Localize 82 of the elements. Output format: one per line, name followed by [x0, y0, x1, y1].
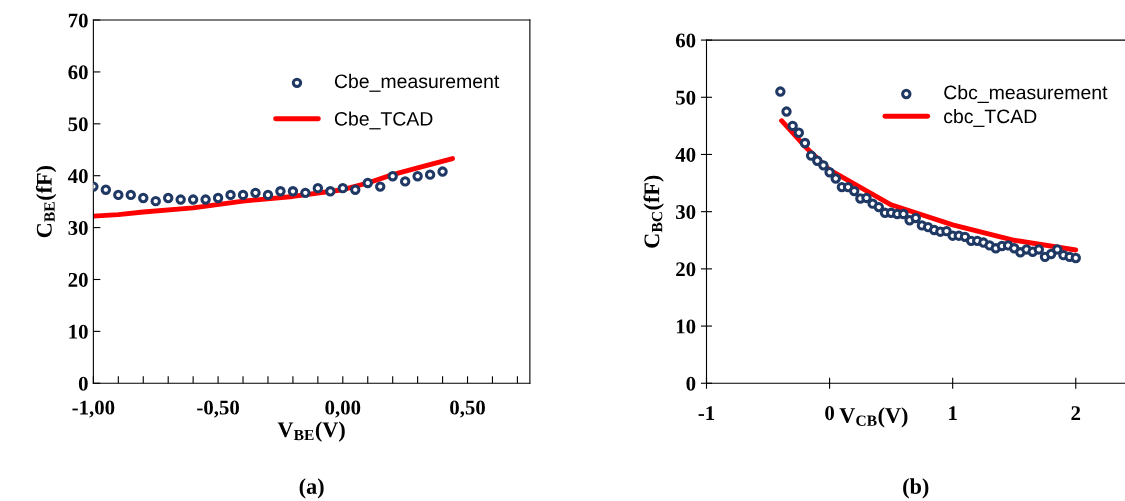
- point: [781, 106, 792, 117]
- y-tick-label: 70: [68, 13, 88, 28]
- x-tick-label: 0,50: [450, 400, 485, 418]
- point: [1033, 244, 1045, 255]
- x-tick-label: -1: [698, 406, 715, 420]
- y-tick-label: 50: [68, 117, 88, 132]
- text: (a): [299, 478, 324, 499]
- point: [387, 171, 398, 182]
- point: [200, 194, 211, 205]
- y-tick-label: 20: [68, 272, 88, 287]
- point: [100, 184, 112, 195]
- y-tick-label: 20: [676, 262, 696, 277]
- point: [212, 192, 224, 204]
- point: [325, 186, 336, 197]
- point: [312, 182, 324, 194]
- point: [350, 184, 361, 195]
- point: [337, 182, 349, 194]
- x-tick-label: -0,50: [197, 400, 239, 418]
- point: [237, 189, 249, 201]
- legend-label: Cbe_measurement: [334, 73, 500, 92]
- y-tick-label: 10: [676, 319, 696, 334]
- point: [793, 127, 805, 138]
- point: [300, 187, 311, 199]
- legend-label: Cbc_measurement: [944, 85, 1108, 103]
- point: [138, 192, 149, 204]
- x-tick-label: 0,00: [325, 400, 361, 418]
- point: [799, 137, 811, 149]
- point: [412, 171, 423, 182]
- y-tick-label: 40: [67, 169, 88, 184]
- legend-label: Cbe_TCAD: [334, 111, 433, 130]
- point: [175, 194, 186, 205]
- point: [424, 169, 436, 180]
- point: [861, 192, 872, 204]
- y-tick-label: 10: [69, 324, 88, 339]
- point: [775, 86, 786, 97]
- point: [150, 195, 161, 207]
- point: [375, 181, 386, 192]
- y-tick-label: 30: [676, 205, 696, 220]
- y-tick-label: 60: [675, 33, 696, 48]
- y-tick-label: 30: [68, 220, 88, 236]
- point: [125, 189, 136, 201]
- x-axis-title: V$_{BE}$(V): [277, 421, 345, 442]
- point: [1070, 252, 1081, 264]
- point: [1052, 244, 1063, 255]
- point: [910, 212, 921, 224]
- point: [262, 189, 274, 201]
- point: [275, 186, 286, 197]
- point: [113, 189, 124, 201]
- point: [849, 185, 860, 197]
- text: (b): [903, 478, 929, 499]
- y-tick-label: 60: [68, 65, 88, 80]
- point: [287, 186, 299, 197]
- point: [362, 177, 373, 189]
- x-axis-title: V$_{CB}$(V): [839, 407, 908, 428]
- x-tick-label: 0: [825, 406, 834, 421]
- point: [818, 160, 829, 171]
- x-tick-label: -1,00: [72, 400, 115, 418]
- point: [437, 166, 448, 177]
- point: [873, 201, 885, 213]
- y-axis-title: C$_{BC}$(fF): [643, 175, 664, 248]
- point: [830, 173, 841, 184]
- x-tick-label: 1: [949, 406, 957, 420]
- point: [399, 176, 411, 187]
- y-tick-label: 40: [675, 147, 696, 162]
- point: [812, 155, 823, 166]
- line-series: [93, 156, 455, 219]
- legend-label: cbc_TCAD: [944, 108, 1037, 127]
- x-tick-label: 2: [1071, 406, 1081, 420]
- point: [1045, 248, 1057, 260]
- point: [187, 194, 199, 205]
- point: [824, 167, 835, 178]
- point: [250, 187, 261, 199]
- point: [941, 225, 952, 237]
- point: [805, 150, 817, 161]
- y-tick-label: 50: [676, 90, 696, 105]
- point: [225, 189, 236, 201]
- point: [163, 192, 174, 204]
- point: [787, 120, 798, 132]
- y-tick-label: 0: [78, 376, 88, 391]
- y-tick-label: 0: [686, 376, 696, 391]
- point: [898, 208, 909, 220]
- y-axis-title: C$_{BE}$(fF): [35, 166, 57, 238]
